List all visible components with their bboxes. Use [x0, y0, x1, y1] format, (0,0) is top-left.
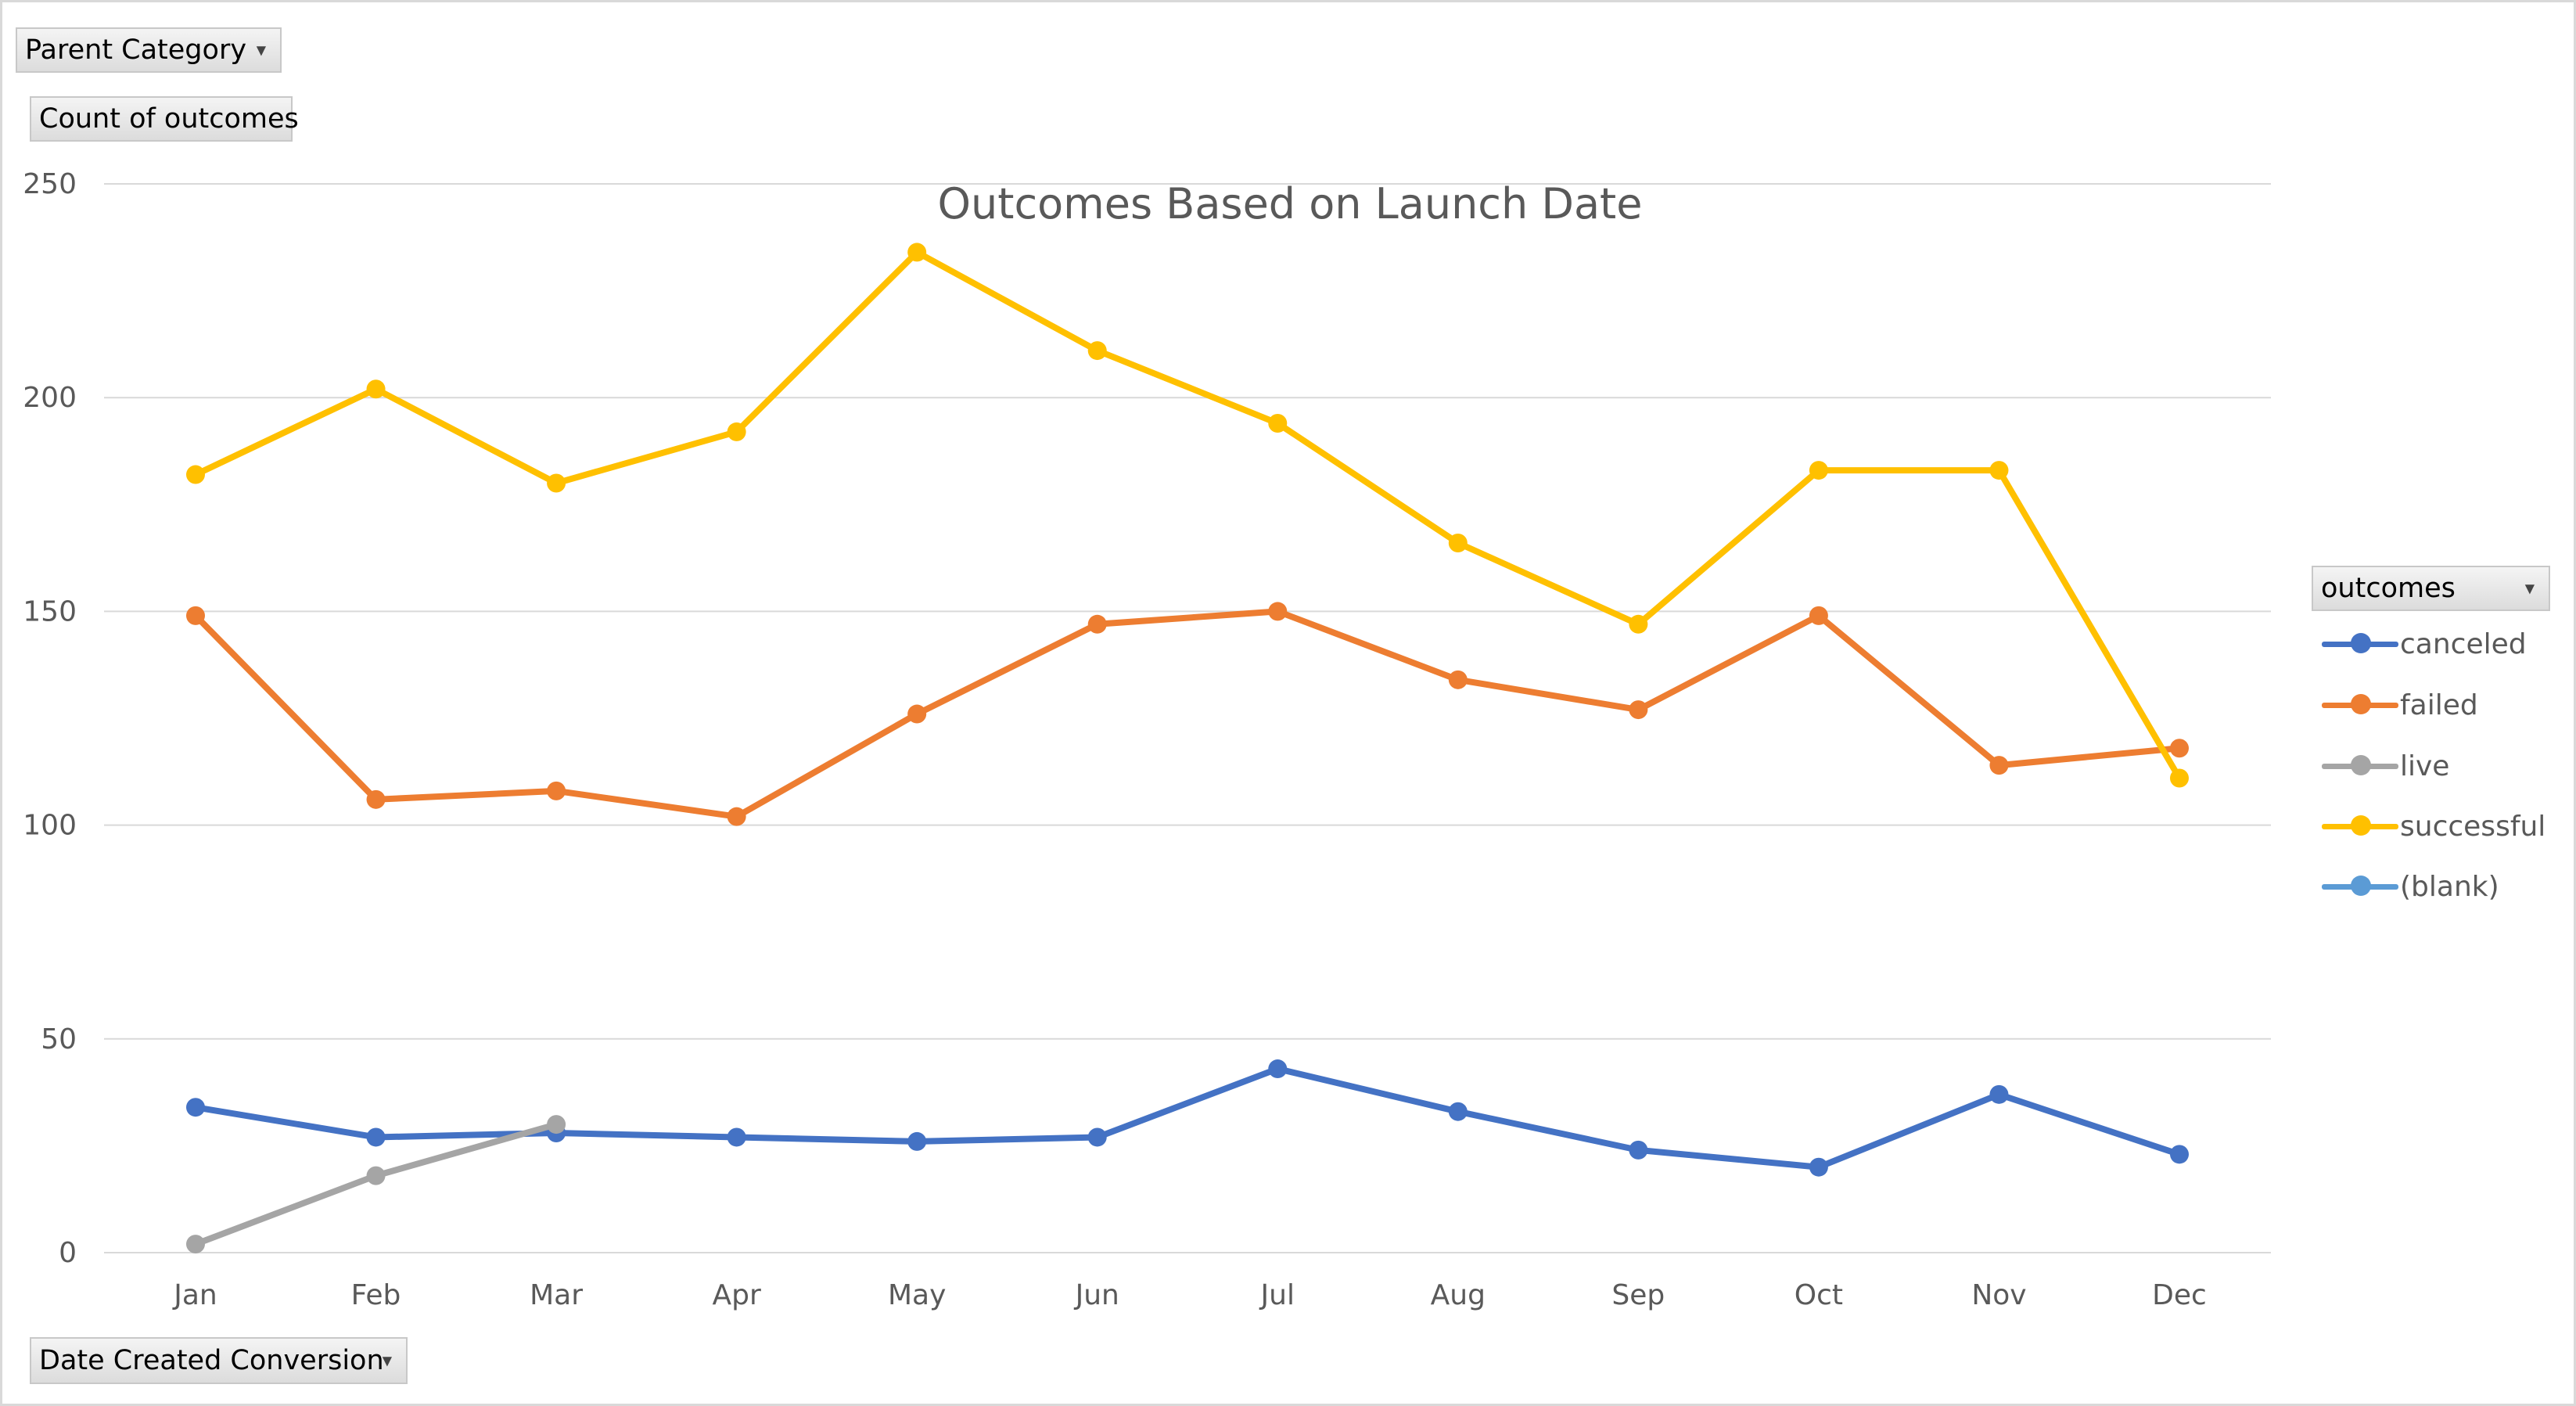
data-point-canceled[interactable] — [366, 1127, 386, 1147]
legend-item-live[interactable]: live — [2322, 743, 2449, 789]
legend-item-successful[interactable]: successful — [2322, 803, 2545, 850]
x-tick-label: Jan — [172, 1279, 217, 1311]
series-successful — [186, 243, 2189, 788]
y-axis-ticks: 0 50 100 150 200 250 — [23, 168, 77, 1269]
legend-label: successful — [2400, 810, 2546, 843]
data-point-failed[interactable] — [1087, 614, 1107, 634]
data-point-successful[interactable] — [727, 422, 746, 441]
data-point-failed[interactable] — [1268, 602, 1288, 621]
chart-title: Outcomes Based on Launch Date — [938, 179, 1643, 228]
data-point-failed[interactable] — [1448, 670, 1468, 689]
x-tick-label: Dec — [2152, 1279, 2207, 1311]
data-point-successful[interactable] — [1268, 413, 1288, 433]
axis-field-label: Date Created Conversion — [39, 1345, 384, 1376]
data-point-successful[interactable] — [366, 379, 386, 399]
data-point-failed[interactable] — [1629, 700, 1648, 720]
legend-label: canceled — [2400, 627, 2527, 660]
y-tick-label: 0 — [59, 1237, 77, 1269]
data-point-canceled[interactable] — [1268, 1059, 1288, 1079]
x-tick-label: Mar — [530, 1279, 583, 1311]
data-point-successful[interactable] — [1087, 341, 1107, 361]
y-tick-label: 100 — [23, 810, 77, 842]
series-failed — [186, 602, 2189, 826]
dropdown-arrow-icon: ▼ — [382, 1353, 392, 1368]
dropdown-arrow-icon: ▼ — [2524, 581, 2535, 596]
x-tick-label: Jul — [1259, 1279, 1295, 1311]
outcomes-legend-filter-button[interactable]: outcomes ▼ — [2312, 566, 2550, 611]
series-line-successful — [192, 249, 2183, 782]
x-tick-label: Nov — [1971, 1279, 2026, 1311]
data-point-failed[interactable] — [2170, 739, 2189, 758]
x-axis-ticks: Jan Feb Mar Apr May Jun Jul Aug Sep Oct Nov Dec — [172, 1279, 2207, 1311]
legend-item-blank[interactable]: (blank) — [2322, 863, 2499, 910]
y-tick-label: 250 — [23, 168, 77, 200]
x-tick-label: Oct — [1795, 1279, 1843, 1311]
legend-swatch-blank — [2322, 876, 2398, 896]
data-point-failed[interactable] — [1809, 606, 1828, 625]
parent-category-filter-button[interactable]: Parent Category ▼ — [16, 27, 282, 73]
data-point-canceled[interactable] — [1809, 1157, 1828, 1177]
count-of-outcomes-field-button[interactable]: Count of outcomes — [30, 96, 299, 142]
gridlines — [104, 183, 2271, 1253]
data-point-successful[interactable] — [547, 473, 566, 493]
x-tick-label: Aug — [1431, 1279, 1486, 1311]
data-point-failed[interactable] — [366, 789, 386, 809]
x-tick-label: May — [888, 1279, 946, 1311]
x-tick-label: Sep — [1611, 1279, 1665, 1311]
data-point-failed[interactable] — [727, 807, 746, 826]
legend-item-canceled[interactable]: canceled — [2322, 620, 2527, 667]
data-point-successful[interactable] — [2170, 768, 2189, 788]
series-layer — [186, 243, 2189, 1254]
y-tick-label: 200 — [23, 382, 77, 414]
data-point-successful[interactable] — [1989, 461, 2009, 480]
data-point-canceled[interactable] — [1087, 1127, 1107, 1147]
data-point-successful[interactable] — [186, 465, 205, 484]
y-tick-label: 150 — [23, 595, 77, 627]
data-point-canceled[interactable] — [907, 1131, 927, 1151]
series-line-failed — [192, 608, 2183, 820]
data-point-canceled[interactable] — [1448, 1102, 1468, 1121]
data-point-live[interactable] — [186, 1235, 205, 1254]
x-tick-label: Jun — [1074, 1279, 1119, 1311]
legend-swatch-live — [2322, 755, 2398, 775]
data-point-failed[interactable] — [907, 704, 927, 724]
data-point-canceled[interactable] — [1989, 1084, 2009, 1104]
legend-label: live — [2400, 750, 2450, 782]
data-point-failed[interactable] — [1989, 756, 2009, 775]
x-tick-label: Apr — [712, 1279, 760, 1311]
legend-field-label: outcomes — [2321, 573, 2456, 604]
legend-swatch-successful — [2322, 815, 2398, 836]
data-point-live[interactable] — [547, 1115, 566, 1135]
data-point-live[interactable] — [366, 1166, 386, 1185]
dropdown-arrow-icon: ▼ — [256, 42, 266, 58]
data-point-canceled[interactable] — [186, 1098, 205, 1117]
legend-label: (blank) — [2400, 870, 2499, 903]
legend-label: failed — [2400, 689, 2478, 721]
date-created-conversion-filter-button[interactable]: Date Created Conversion ▼ — [30, 1337, 408, 1384]
data-point-canceled[interactable] — [1629, 1140, 1648, 1160]
data-point-successful[interactable] — [1629, 614, 1648, 634]
x-tick-label: Feb — [351, 1279, 401, 1311]
data-point-successful[interactable] — [907, 243, 927, 262]
series-line-canceled — [192, 1066, 2183, 1170]
value-field-label: Count of outcomes — [39, 103, 299, 135]
series-live — [186, 1115, 566, 1254]
data-point-canceled[interactable] — [727, 1127, 746, 1147]
legend-swatch-canceled — [2322, 633, 2398, 653]
data-point-successful[interactable] — [1809, 461, 1828, 480]
y-tick-label: 50 — [41, 1023, 77, 1055]
series-canceled — [186, 1059, 2189, 1177]
data-point-failed[interactable] — [186, 606, 205, 625]
parent-category-label: Parent Category — [25, 34, 247, 66]
legend-swatch-failed — [2322, 694, 2398, 714]
data-point-failed[interactable] — [547, 781, 566, 800]
data-point-successful[interactable] — [1448, 533, 1468, 552]
data-point-canceled[interactable] — [2170, 1145, 2189, 1164]
legend-item-failed[interactable]: failed — [2322, 681, 2478, 728]
